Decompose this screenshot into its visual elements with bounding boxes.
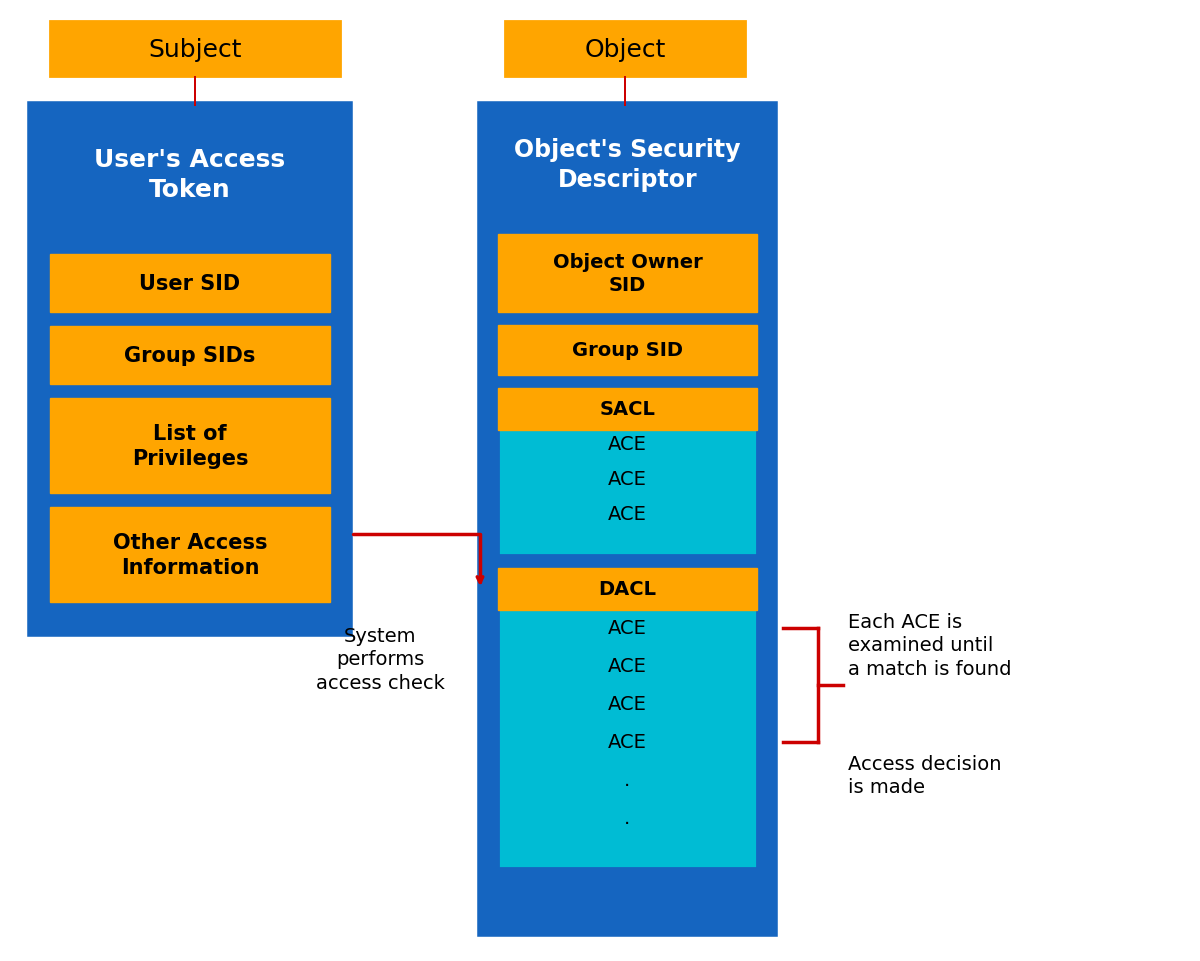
Text: Subject: Subject	[149, 37, 241, 62]
Text: Object Owner
SID: Object Owner SID	[553, 253, 702, 295]
Bar	[30, 105, 350, 634]
Bar	[624, 77, 626, 107]
Bar	[50, 507, 330, 603]
Bar	[50, 255, 330, 312]
Text: Object's Security
Descriptor: Object's Security Descriptor	[515, 138, 740, 191]
Bar	[498, 234, 757, 312]
Text: ACE: ACE	[608, 656, 647, 676]
Bar	[194, 77, 196, 107]
Text: Each ACE is
examined until
a match is found: Each ACE is examined until a match is fo…	[848, 612, 1012, 678]
Bar	[505, 22, 745, 77]
Bar	[50, 327, 330, 384]
Bar	[498, 326, 757, 376]
Text: User's Access
Token: User's Access Token	[95, 148, 286, 202]
Text: .: .	[624, 771, 631, 790]
Text: Object: Object	[584, 37, 666, 62]
Text: .: .	[624, 808, 631, 827]
Text: Other Access
Information: Other Access Information	[113, 532, 268, 578]
Bar	[498, 568, 757, 610]
Bar	[498, 388, 757, 555]
Text: ACE: ACE	[608, 470, 647, 489]
Text: User SID: User SID	[139, 274, 240, 294]
Text: System
performs
access check: System performs access check	[316, 627, 444, 692]
Text: Group SIDs: Group SIDs	[125, 346, 256, 365]
Text: ACE: ACE	[608, 695, 647, 714]
Text: Group SID: Group SID	[572, 341, 683, 360]
Bar	[50, 22, 340, 77]
Text: ACE: ACE	[608, 505, 647, 524]
Bar	[480, 105, 775, 934]
Bar	[50, 399, 330, 494]
Text: ACE: ACE	[608, 732, 647, 752]
Text: ACE: ACE	[608, 619, 647, 638]
Text: List of
Privileges: List of Privileges	[132, 424, 248, 468]
Text: ACE: ACE	[608, 435, 647, 454]
Text: DACL: DACL	[599, 579, 656, 599]
Bar	[498, 388, 757, 431]
Text: SACL: SACL	[600, 400, 655, 419]
Bar	[498, 568, 757, 868]
Text: Access decision
is made: Access decision is made	[848, 754, 1002, 797]
